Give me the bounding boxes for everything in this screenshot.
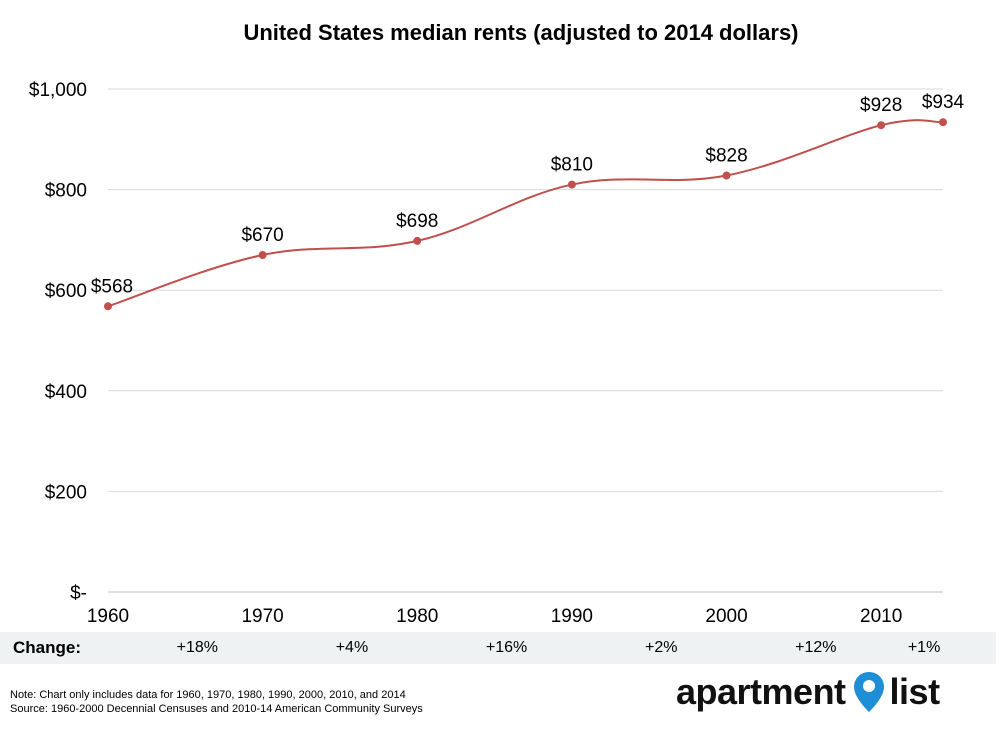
- x-tick-label: 2000: [705, 606, 747, 627]
- y-tick-label: $-: [70, 583, 87, 604]
- series-line: [107, 119, 944, 308]
- chart-title: United States median rents (adjusted to …: [243, 20, 798, 45]
- x-tick-label: 2010: [860, 606, 902, 627]
- x-tick-label: 1980: [396, 606, 438, 627]
- y-tick-label: $1,000: [29, 80, 87, 101]
- data-point: [722, 171, 731, 180]
- data-label: $810: [551, 155, 593, 176]
- y-tick-label: $600: [45, 281, 87, 302]
- x-tick-label: 1990: [551, 606, 593, 627]
- y-tick-label: $400: [45, 382, 87, 403]
- data-points: [104, 118, 947, 311]
- data-labels: $568 $670 $698 $810 $828 $928 $934: [91, 92, 965, 297]
- gridlines: [108, 88, 943, 593]
- change-value: +2%: [644, 639, 678, 656]
- y-tick-label: $200: [45, 482, 87, 503]
- change-value: +18%: [176, 639, 218, 656]
- logo-text-left: apartment: [676, 671, 846, 712]
- y-tick-label: $800: [45, 181, 87, 202]
- change-row-label: Change:: [13, 638, 81, 657]
- data-label: $670: [241, 225, 283, 246]
- data-label: $828: [705, 146, 747, 167]
- change-row: Change: +18% +4% +16% +2% +12% +1%: [0, 632, 996, 664]
- x-axis-ticks: 1960 1970 1980 1990 2000 2010: [87, 606, 902, 627]
- data-label: $934: [922, 92, 965, 113]
- x-tick-label: 1960: [87, 606, 129, 627]
- change-value: +1%: [907, 639, 941, 656]
- apartment-list-logo: apartment list: [676, 664, 940, 720]
- data-point: [877, 121, 886, 130]
- logo-text-right: list: [889, 671, 941, 712]
- source-text: Source: 1960-2000 Decennial Censuses and…: [10, 703, 423, 715]
- line-chart: United States median rents (adjusted to …: [29, 20, 965, 627]
- change-value: +16%: [485, 639, 528, 656]
- data-label: $928: [860, 95, 902, 116]
- y-axis-ticks: $- $200 $400 $600 $800 $1,000: [29, 80, 87, 604]
- data-label: $568: [91, 276, 133, 297]
- footnotes: Note: Chart only includes data for 1960,…: [10, 688, 423, 716]
- data-point: [413, 236, 422, 245]
- map-pin-icon: [853, 672, 884, 712]
- data-point: [258, 250, 267, 259]
- data-label: $698: [396, 211, 438, 232]
- data-point: [567, 180, 576, 189]
- data-point: [939, 118, 947, 127]
- x-tick-label: 1970: [241, 606, 283, 627]
- change-value: +4%: [335, 639, 369, 656]
- data-point: [104, 302, 112, 311]
- change-value: +12%: [795, 639, 837, 656]
- note-text: Note: Chart only includes data for 1960,…: [10, 689, 406, 701]
